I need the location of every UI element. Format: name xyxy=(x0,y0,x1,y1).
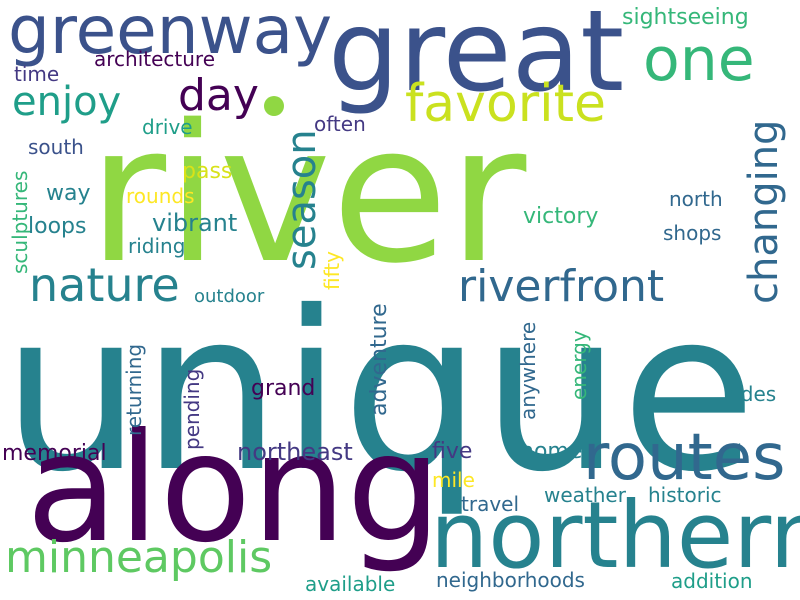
word-northern: northern xyxy=(430,482,800,589)
word-rides: rides xyxy=(727,382,777,406)
word-enjoy: enjoy xyxy=(12,79,122,125)
word-often: often xyxy=(314,112,366,136)
word-pending: pending xyxy=(180,368,204,450)
word-outdoor: outdoor xyxy=(194,286,265,307)
word-routes: routes xyxy=(583,421,786,495)
word-one: one xyxy=(643,25,755,95)
word-riding: riding xyxy=(128,234,186,258)
word-great: great xyxy=(328,0,625,117)
word-river: river xyxy=(88,84,527,305)
word-fifty: fifty xyxy=(320,251,344,290)
word-weather: weather xyxy=(544,483,626,507)
word-addition: addition xyxy=(671,569,753,593)
word-unique: unique xyxy=(2,264,757,520)
word-sculptures: sculptures xyxy=(8,170,32,274)
word-greenway: greenway xyxy=(8,0,333,69)
word-mile: mile xyxy=(432,468,475,492)
word-minneapolis: minneapolis xyxy=(5,532,273,583)
word-vibrant: vibrant xyxy=(152,209,238,237)
word-anywhere: anywhere xyxy=(516,321,540,420)
word-available: available xyxy=(305,572,396,596)
word-drive: drive xyxy=(142,115,193,139)
word-energy: energy xyxy=(567,330,591,400)
word-memorial: memorial xyxy=(2,441,107,466)
word-north: north xyxy=(669,187,723,211)
decorative-dot-icon xyxy=(264,96,284,116)
word-changing: changing xyxy=(741,119,787,304)
word-returning: returning xyxy=(122,343,146,436)
word-time: time xyxy=(14,62,60,86)
word-south: south xyxy=(28,135,84,159)
word-nature: nature xyxy=(29,258,180,312)
word-season: season xyxy=(279,129,325,270)
word-architecture: architecture xyxy=(94,47,216,71)
word-historic: historic xyxy=(648,483,722,507)
word-sightseeing: sightseeing xyxy=(622,5,749,30)
word-neighborhoods: neighborhoods xyxy=(436,568,585,592)
word-riverfront: riverfront xyxy=(458,261,665,312)
word-five: five xyxy=(432,439,473,464)
word-shops: shops xyxy=(663,221,722,245)
word-along: along xyxy=(26,402,442,576)
word-home: home xyxy=(520,439,583,464)
word-loops: loops xyxy=(28,214,87,239)
word-rounds: rounds xyxy=(126,184,195,208)
word-northeast: northeast xyxy=(237,438,353,466)
word-way: way xyxy=(46,181,91,206)
word-pass: pass xyxy=(182,159,233,184)
word-adventure: adventure xyxy=(367,303,392,416)
word-victory: victory xyxy=(523,204,599,229)
word-grand: grand xyxy=(251,376,316,401)
word-day: day xyxy=(178,70,259,121)
word-favorite: favorite xyxy=(405,74,606,134)
word-travel: travel xyxy=(461,492,520,516)
